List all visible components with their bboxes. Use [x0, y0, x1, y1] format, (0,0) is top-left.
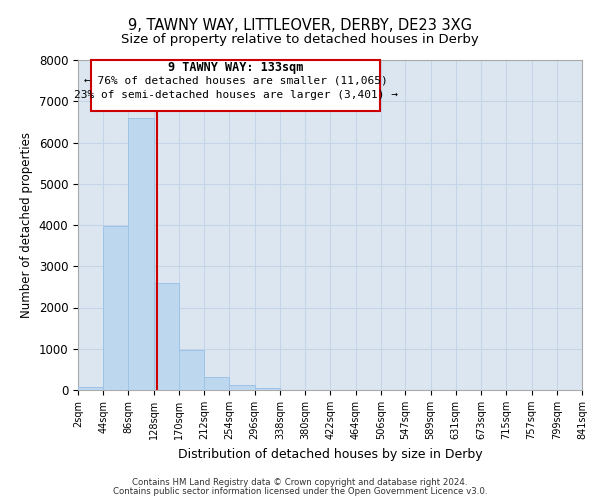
Text: Size of property relative to detached houses in Derby: Size of property relative to detached ho…	[121, 32, 479, 46]
Bar	[204, 377, 229, 390]
Text: 9, TAWNY WAY, LITTLEOVER, DERBY, DE23 3XG: 9, TAWNY WAY, LITTLEOVER, DERBY, DE23 3X…	[128, 18, 472, 32]
Bar	[128, 118, 154, 390]
X-axis label: Distribution of detached houses by size in Derby: Distribution of detached houses by size …	[178, 448, 482, 460]
Bar	[154, 283, 179, 390]
Bar	[229, 385, 254, 390]
Bar	[103, 226, 128, 390]
Bar	[179, 350, 204, 390]
FancyBboxPatch shape	[91, 60, 380, 111]
Text: ← 76% of detached houses are smaller (11,065): ← 76% of detached houses are smaller (11…	[83, 76, 388, 86]
Text: Contains HM Land Registry data © Crown copyright and database right 2024.: Contains HM Land Registry data © Crown c…	[132, 478, 468, 487]
Y-axis label: Number of detached properties: Number of detached properties	[20, 132, 33, 318]
Bar	[78, 387, 103, 390]
Text: 23% of semi-detached houses are larger (3,401) →: 23% of semi-detached houses are larger (…	[74, 90, 398, 101]
Bar	[254, 388, 280, 390]
Text: Contains public sector information licensed under the Open Government Licence v3: Contains public sector information licen…	[113, 487, 487, 496]
Text: 9 TAWNY WAY: 133sqm: 9 TAWNY WAY: 133sqm	[168, 61, 303, 74]
